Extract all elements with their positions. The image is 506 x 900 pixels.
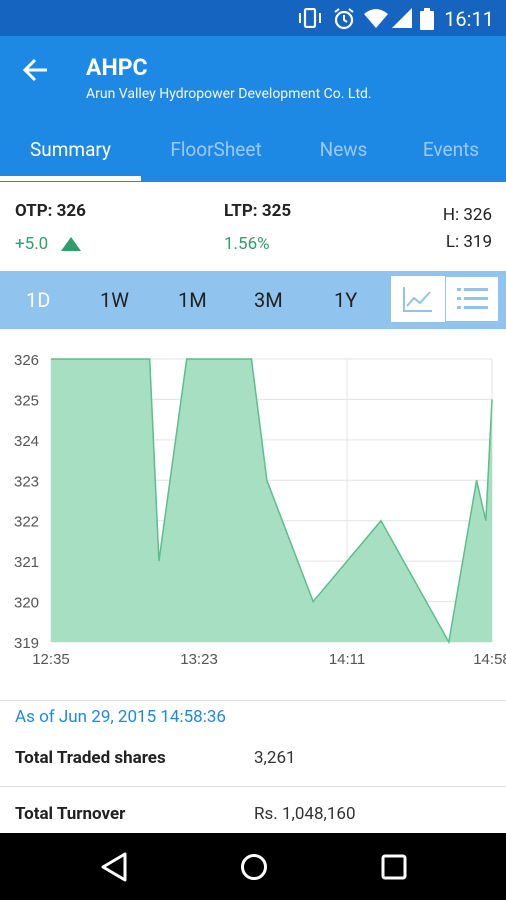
last-traded-price: LTP: 325 bbox=[224, 201, 292, 221]
price-line bbox=[51, 358, 493, 645]
range-1d[interactable]: 1D bbox=[26, 288, 51, 312]
range-3m[interactable]: 3M bbox=[254, 288, 283, 312]
home-nav-icon[interactable] bbox=[240, 853, 268, 881]
status-time: 16:11 bbox=[444, 7, 494, 31]
tab-summary[interactable]: Summary bbox=[29, 138, 111, 161]
y-tick-label: 321 bbox=[14, 554, 39, 571]
quote-panel: OTP: 326 +5.0 LTP: 325 1.56% H: 326 L: 3… bbox=[0, 182, 506, 270]
up-triangle-icon bbox=[61, 237, 81, 251]
x-tick-label: 14:11 bbox=[329, 651, 365, 668]
battery-icon bbox=[420, 8, 434, 30]
x-tick-label: 12:35 bbox=[32, 651, 70, 668]
range-selector: 1D 1W 1M 3M 1Y bbox=[0, 271, 506, 329]
y-tick-label: 320 bbox=[14, 595, 39, 612]
divider bbox=[0, 786, 506, 787]
tab-floorsheet[interactable]: FloorSheet bbox=[170, 138, 262, 161]
alarm-icon bbox=[334, 8, 354, 30]
status-bar: 16:11 bbox=[0, 0, 506, 36]
range-1w[interactable]: 1W bbox=[100, 288, 129, 312]
back-nav-icon[interactable] bbox=[100, 852, 128, 882]
range-1y[interactable]: 1Y bbox=[334, 288, 358, 312]
tab-indicator bbox=[0, 176, 141, 181]
y-tick-label: 319 bbox=[14, 635, 39, 652]
stat-row: Total Turnover Rs. 1,048,160 bbox=[0, 786, 506, 842]
tab-bar: Summary FloorSheet News Events bbox=[0, 128, 506, 182]
divider bbox=[0, 700, 506, 701]
back-arrow-icon[interactable] bbox=[22, 56, 50, 84]
day-high: H: 326 bbox=[442, 205, 492, 225]
as-of-timestamp: As of Jun 29, 2015 14:58:36 bbox=[15, 707, 226, 727]
percent-change: 1.56% bbox=[224, 234, 270, 254]
tab-news[interactable]: News bbox=[319, 138, 368, 161]
stat-row: Total Traded shares 3,261 bbox=[0, 730, 506, 786]
stat-value: 3,261 bbox=[254, 748, 296, 768]
y-tick-label: 324 bbox=[14, 433, 39, 450]
price-chart: 326 325 324 323 322 321 320 319 12:35 13:23 14:11 1… bbox=[0, 329, 506, 689]
signal-icon bbox=[392, 8, 412, 28]
x-tick-label: 13:23 bbox=[180, 651, 218, 668]
navigation-bar bbox=[0, 833, 506, 900]
line-chart-icon bbox=[403, 287, 432, 312]
list-view-button[interactable] bbox=[445, 276, 499, 322]
open-price: OTP: 326 bbox=[15, 201, 86, 221]
range-1m[interactable]: 1M bbox=[178, 288, 207, 312]
stat-label: Total Turnover bbox=[15, 804, 126, 824]
stock-symbol: AHPC bbox=[86, 54, 148, 81]
price-change: +5.0 bbox=[15, 234, 49, 254]
wifi-icon bbox=[364, 9, 388, 28]
y-tick-label: 326 bbox=[14, 352, 39, 369]
day-low: L: 319 bbox=[445, 232, 492, 252]
stat-label: Total Traded shares bbox=[15, 748, 166, 768]
stat-value: Rs. 1,048,160 bbox=[254, 804, 356, 824]
y-tick-label: 325 bbox=[14, 392, 39, 409]
vibrate-icon bbox=[299, 8, 321, 28]
app-bar: AHPC Arun Valley Hydropower Development … bbox=[0, 36, 506, 128]
tab-events[interactable]: Events bbox=[422, 138, 480, 161]
list-icon bbox=[457, 288, 488, 309]
chart-view-button[interactable] bbox=[391, 276, 445, 322]
x-tick-label: 14:58 bbox=[473, 651, 506, 668]
recents-nav-icon[interactable] bbox=[381, 854, 407, 880]
price-area bbox=[51, 359, 492, 642]
company-name: Arun Valley Hydropower Development Co. L… bbox=[86, 86, 372, 102]
y-tick-label: 323 bbox=[14, 473, 39, 490]
y-tick-label: 322 bbox=[14, 514, 39, 531]
